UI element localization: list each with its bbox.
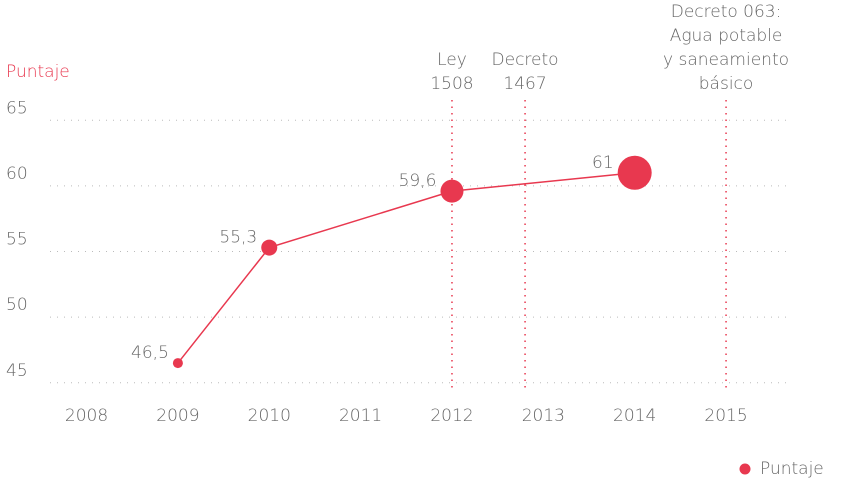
x-tick-label: 2013: [522, 406, 565, 426]
x-tick-label: 2014: [613, 406, 656, 426]
series-line: [177, 172, 635, 364]
annotation-text: 1508: [430, 74, 473, 94]
legend-marker: [739, 463, 751, 475]
y-tick-label: 65: [6, 98, 28, 118]
point: [172, 358, 183, 369]
data-label: 55,3: [219, 228, 257, 248]
y-tick-label: 50: [6, 295, 28, 315]
annotation-text: y saneamiento: [663, 50, 789, 70]
annotation-text: Ley: [437, 50, 467, 70]
annotation-text: básico: [699, 74, 754, 94]
legend-label: Puntaje: [760, 459, 824, 479]
x-tick-label: 2015: [704, 406, 747, 426]
point: [617, 155, 652, 190]
x-tick-label: 2010: [248, 406, 291, 426]
annotation-text: 1467: [503, 74, 546, 94]
x-tick-label: 2008: [65, 406, 108, 426]
annotation-text: Agua potable: [670, 26, 783, 46]
y-tick-label: 60: [6, 164, 28, 184]
x-tick-label: 2012: [430, 406, 473, 426]
y-axis-label: Puntaje: [6, 62, 70, 82]
annotation-text: Decreto 063:: [671, 2, 782, 22]
data-label: 59,6: [399, 171, 437, 191]
x-tick-label: 2011: [339, 406, 382, 426]
data-label: 61: [592, 153, 614, 173]
x-tick-label: 2009: [156, 406, 199, 426]
y-tick-label: 55: [6, 230, 28, 250]
data-label: 46,5: [131, 343, 169, 363]
point: [440, 179, 464, 203]
y-tick-label: 45: [6, 361, 28, 381]
point: [261, 239, 278, 256]
annotation-text: Decreto: [492, 50, 559, 70]
